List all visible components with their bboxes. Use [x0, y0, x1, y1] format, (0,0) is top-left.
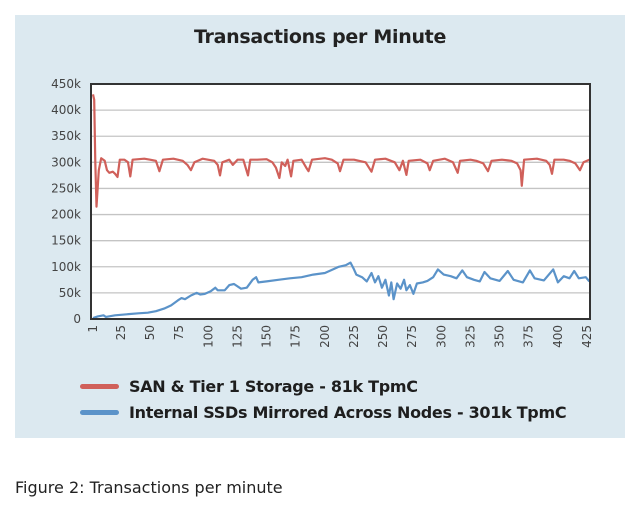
y-tick-label: 0 [73, 312, 81, 326]
x-tick-label: 250 [376, 325, 390, 348]
x-tick-label: 100 [201, 325, 215, 348]
y-tick-label: 300k [51, 155, 81, 169]
y-tick-label: 350k [51, 129, 81, 143]
legend-swatch-red [80, 384, 119, 389]
x-tick-label: 275 [405, 325, 419, 348]
legend-label: SAN & Tier 1 Storage - 81k TpmC [129, 377, 418, 396]
x-tick-label: 1 [86, 325, 100, 333]
x-tick-label: 75 [172, 325, 186, 340]
plot-area [91, 84, 590, 319]
x-tick-label: 175 [289, 325, 303, 348]
x-tick-label: 375 [522, 325, 536, 348]
x-tick-label: 325 [463, 325, 477, 348]
y-tick-label: 50k [59, 286, 81, 300]
chart-title: Transactions per Minute [193, 26, 447, 48]
x-tick-label: 425 [580, 325, 594, 348]
series-line-san [91, 94, 590, 208]
x-tick-label: 25 [114, 325, 128, 340]
x-tick-label: 300 [434, 325, 448, 348]
x-tick-label: 125 [230, 325, 244, 348]
legend-item-san: SAN & Tier 1 Storage - 81k TpmC [80, 377, 418, 396]
legend-label: Internal SSDs Mirrored Across Nodes - 30… [129, 403, 567, 422]
plot-border [90, 83, 591, 320]
y-tick-label: 450k [51, 77, 81, 91]
y-tick-label: 400k [51, 103, 81, 117]
x-tick-label: 350 [493, 325, 507, 348]
y-tick-label: 150k [51, 234, 81, 248]
figure-caption: Figure 2: Transactions per minute [15, 478, 283, 497]
y-tick-label: 250k [51, 181, 81, 195]
series-line-ssd [92, 261, 591, 320]
legend-swatch-blue [80, 410, 119, 415]
y-tick-label: 200k [51, 208, 81, 222]
legend-item-ssd: Internal SSDs Mirrored Across Nodes - 30… [80, 403, 567, 422]
y-tick-label: 100k [51, 260, 81, 274]
x-tick-label: 50 [143, 325, 157, 340]
x-tick-label: 400 [551, 325, 565, 348]
x-tick-label: 200 [318, 325, 332, 348]
x-tick-label: 150 [260, 325, 274, 348]
x-tick-label: 225 [347, 325, 361, 348]
